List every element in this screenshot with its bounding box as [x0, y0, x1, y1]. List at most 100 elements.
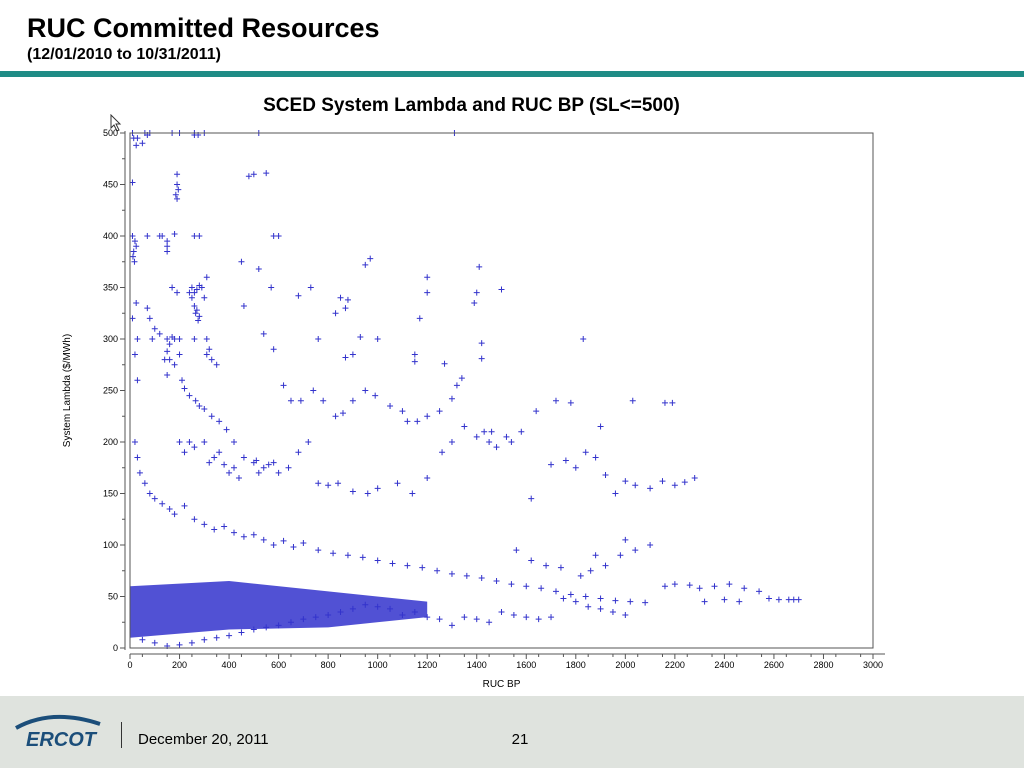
x-tick-label: 2000	[615, 660, 635, 670]
data-point	[528, 557, 535, 564]
data-point	[211, 454, 218, 461]
svg-text:ERCOT: ERCOT	[26, 729, 98, 750]
data-point	[250, 626, 257, 633]
data-point	[211, 526, 218, 533]
data-point	[192, 397, 199, 404]
data-point	[221, 523, 228, 530]
data-point	[411, 358, 418, 365]
data-point	[582, 593, 589, 600]
data-point	[597, 595, 604, 602]
data-point	[166, 356, 173, 363]
data-point	[255, 469, 262, 476]
data-point	[176, 351, 183, 358]
data-point	[567, 591, 574, 598]
data-point	[174, 195, 181, 202]
data-point	[622, 478, 629, 485]
data-point	[597, 423, 604, 430]
data-point	[696, 585, 703, 592]
data-point	[357, 333, 364, 340]
data-point	[342, 354, 349, 361]
data-point	[201, 294, 208, 301]
data-point	[275, 469, 282, 476]
data-point	[642, 599, 649, 606]
data-point	[193, 307, 200, 314]
data-point	[473, 616, 480, 623]
data-point	[756, 588, 763, 595]
data-point	[362, 387, 369, 394]
data-point	[602, 562, 609, 569]
data-point	[726, 581, 733, 588]
data-point	[203, 274, 210, 281]
data-point	[270, 346, 277, 353]
x-tick-label: 2600	[764, 660, 784, 670]
data-point	[424, 614, 431, 621]
data-point	[315, 547, 322, 554]
data-point	[493, 444, 500, 451]
data-point	[216, 418, 223, 425]
data-point	[523, 614, 530, 621]
data-point	[175, 186, 182, 193]
x-tick-label: 600	[271, 660, 286, 670]
data-point	[597, 605, 604, 612]
data-point	[548, 461, 555, 468]
data-point	[159, 500, 166, 507]
data-point	[136, 469, 143, 476]
data-point	[533, 408, 540, 415]
data-point	[458, 375, 465, 382]
data-point	[416, 315, 423, 322]
data-point	[191, 303, 198, 310]
data-point	[320, 397, 327, 404]
data-point	[552, 588, 559, 595]
data-point	[585, 603, 592, 610]
data-point	[206, 459, 213, 466]
x-tick-label: 0	[127, 660, 132, 670]
data-point	[498, 608, 505, 615]
data-point	[166, 341, 173, 348]
data-point	[203, 351, 210, 358]
data-point	[448, 439, 455, 445]
data-point	[206, 346, 213, 353]
data-point	[285, 464, 292, 471]
data-point	[270, 459, 277, 466]
footer-divider	[121, 722, 122, 748]
data-point	[176, 439, 183, 445]
data-point	[164, 248, 171, 255]
data-point	[156, 330, 163, 337]
data-point	[419, 564, 426, 571]
data-point	[166, 505, 173, 512]
data-point	[255, 265, 262, 272]
data-point	[349, 397, 356, 404]
x-tick-label: 1000	[368, 660, 388, 670]
data-point	[473, 289, 480, 296]
data-point	[201, 636, 208, 643]
y-tick-label: 500	[103, 128, 118, 138]
data-point	[181, 449, 188, 456]
data-point	[295, 292, 302, 299]
data-point	[436, 408, 443, 415]
data-point	[208, 356, 215, 363]
data-point	[795, 596, 802, 603]
data-point	[133, 142, 140, 149]
data-point	[131, 258, 138, 265]
x-tick-label: 1600	[516, 660, 536, 670]
data-point	[411, 351, 418, 358]
data-point	[325, 482, 332, 489]
data-point	[195, 317, 202, 324]
data-point	[372, 392, 379, 399]
data-point	[159, 233, 166, 239]
data-point	[141, 480, 148, 487]
data-point	[441, 360, 448, 367]
data-point	[503, 433, 510, 440]
data-point	[538, 585, 545, 592]
data-point	[528, 495, 535, 502]
data-point	[169, 284, 176, 291]
data-point	[231, 464, 238, 471]
data-point	[179, 377, 186, 384]
data-point	[461, 423, 468, 430]
data-point	[174, 289, 181, 296]
data-point	[473, 433, 480, 440]
data-point	[196, 233, 203, 239]
data-point	[201, 406, 208, 413]
x-tick-label: 200	[172, 660, 187, 670]
data-point	[164, 243, 171, 250]
